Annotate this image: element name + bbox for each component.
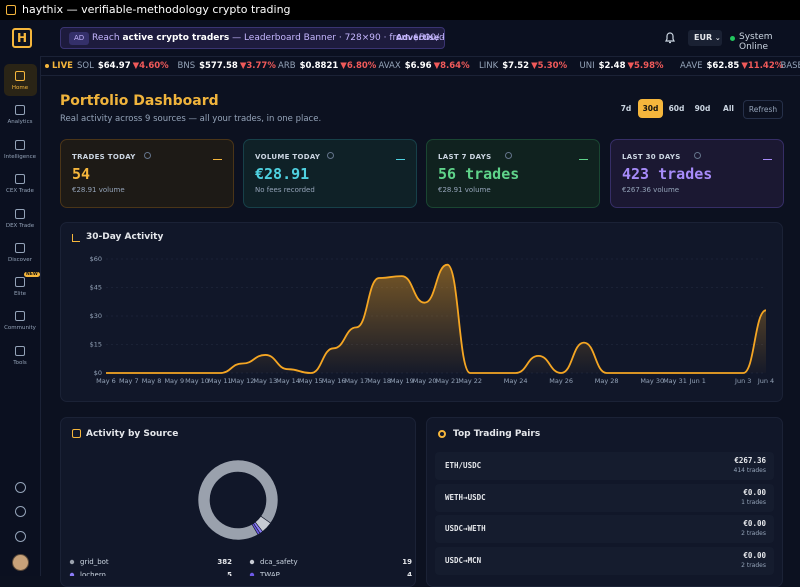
x-tick-label: May 6 — [96, 377, 116, 385]
x-tick-label: May 17 — [344, 377, 368, 385]
x-tick-label: May 10 — [185, 377, 209, 385]
x-tick-label: Jun 1 — [689, 377, 706, 385]
x-tick-label: May 14 — [276, 377, 300, 385]
x-tick-label: May 11 — [208, 377, 232, 385]
x-tick-label: May 21 — [435, 377, 459, 385]
legend-name: dca_safety — [260, 558, 298, 566]
x-tick-label: May 22 — [458, 377, 482, 385]
legend-swatch — [250, 560, 254, 564]
legend-value: 4 — [407, 571, 412, 576]
x-tick-label: May 16 — [322, 377, 346, 385]
x-tick-label: May 24 — [504, 377, 528, 385]
x-tick-label: May 15 — [299, 377, 323, 385]
legend-name: grid_bot — [80, 558, 109, 566]
x-tick-label: May 26 — [549, 377, 573, 385]
x-tick-label: May 30 — [640, 377, 664, 385]
x-tick-label: May 18 — [367, 377, 391, 385]
x-tick-label: May 9 — [164, 377, 184, 385]
x-tick-label: Jun 3 — [734, 377, 751, 385]
legend-value: 5 — [227, 571, 232, 576]
x-tick-label: May 12 — [231, 377, 255, 385]
x-tick-label: May 8 — [142, 377, 162, 385]
x-tick-label: May 28 — [595, 377, 619, 385]
x-tick-label: May 31 — [663, 377, 687, 385]
y-tick-label: $45 — [90, 284, 102, 292]
x-tick-label: May 13 — [253, 377, 277, 385]
y-tick-label: $60 — [90, 255, 102, 263]
legend-value: 382 — [217, 558, 232, 566]
legend-swatch — [70, 560, 74, 564]
y-tick-label: $30 — [90, 312, 102, 320]
x-tick-label: May 20 — [413, 377, 437, 385]
x-tick-label: May 7 — [119, 377, 139, 385]
legend-name: TWAP — [259, 571, 280, 576]
y-tick-label: $15 — [90, 341, 102, 349]
y-tick-label: $0 — [94, 369, 102, 377]
legend-value: 19 — [402, 558, 412, 566]
x-tick-label: May 19 — [390, 377, 414, 385]
legend-name: lochero — [80, 571, 106, 576]
x-tick-label: Jun 4 — [757, 377, 774, 385]
